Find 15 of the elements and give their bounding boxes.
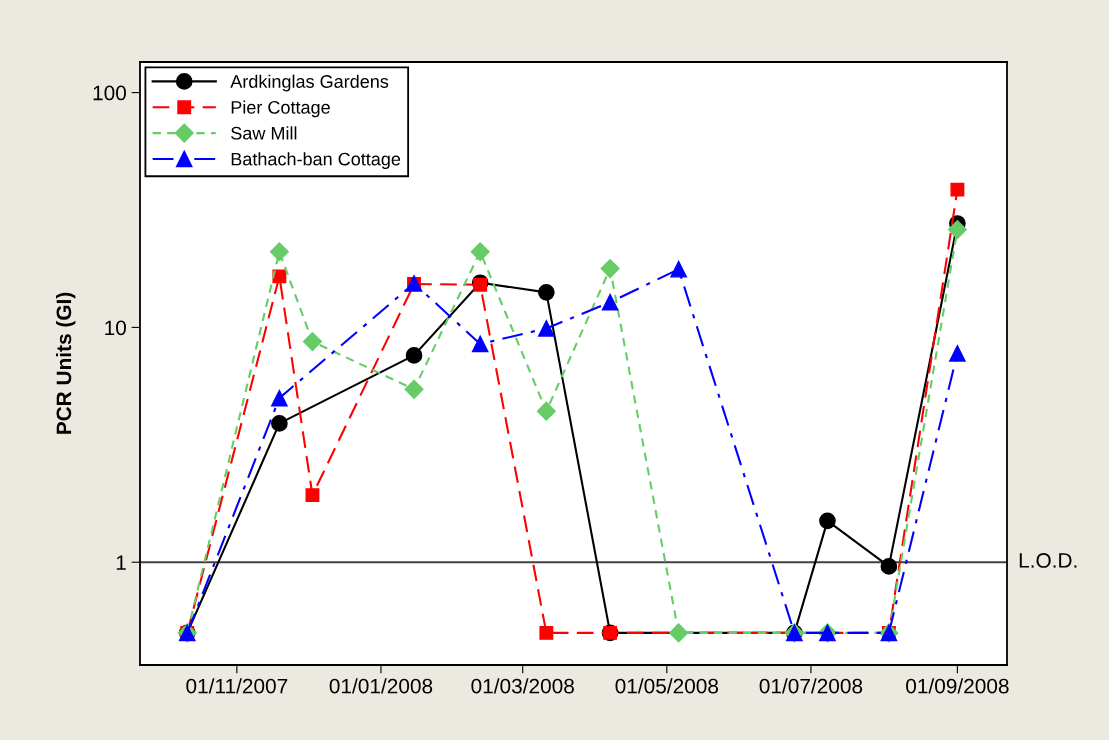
legend-label: Bathach-ban Cottage [231, 152, 401, 170]
x-tick-label: 01/05/2008 [615, 678, 719, 694]
y-tick-label: 1 [116, 555, 126, 570]
x-tick-label: 01/09/2008 [906, 678, 1009, 694]
x-tick-label: 01/03/2008 [471, 678, 574, 694]
legend-label: Ardkinglas Gardens [230, 74, 389, 92]
y-axis-title: PCR Units (GI) [55, 292, 76, 434]
ref-line-label: L.O.D. [1019, 553, 1077, 568]
legend-label: Saw Mill [231, 126, 297, 140]
x-tick-label: 01/01/2008 [329, 678, 433, 694]
legend-label: Pier Cottage [231, 100, 330, 118]
y-tick-label: 100 [93, 85, 126, 101]
x-tick-label: 01/11/2007 [186, 678, 288, 694]
x-tick-label: 01/07/2008 [759, 678, 863, 694]
y-tick-label: 10 [105, 320, 126, 336]
